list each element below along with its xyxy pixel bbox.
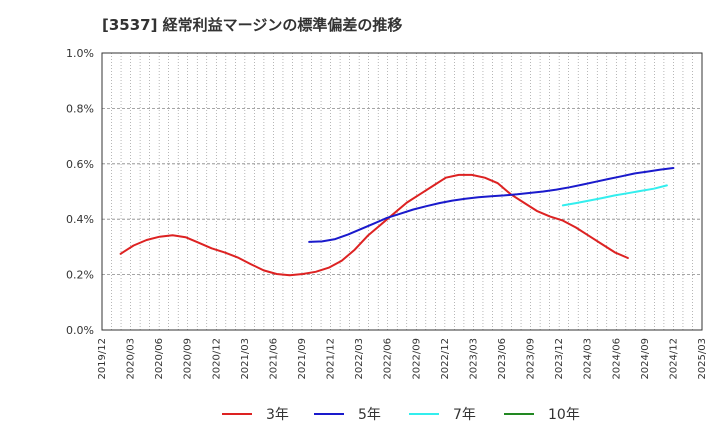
x-tick-label: 2020/09: [183, 338, 194, 380]
x-tick-label: 2022/09: [411, 338, 422, 380]
x-tick-label: 2022/03: [354, 338, 365, 380]
x-tick-label: 2021/12: [326, 338, 337, 380]
legend-label: 5年: [358, 407, 381, 423]
x-tick-label: 2024/03: [583, 338, 594, 380]
x-tick-label: 2021/03: [240, 338, 251, 380]
plot-frame: [101, 52, 703, 331]
x-tick-label: 2020/06: [154, 338, 165, 380]
y-tick-label: 1.0%: [66, 47, 94, 60]
series-line-5年: [308, 167, 675, 243]
x-tick-label: 2020/03: [126, 338, 137, 380]
y-axis: 0.0% 0.2% 0.4% 0.6% 0.8% 1.0%: [66, 47, 94, 337]
x-tick-label: 2023/12: [554, 338, 565, 380]
series-line-3年: [119, 173, 629, 277]
grid-lines: [102, 53, 702, 330]
x-tick-label: 2021/06: [268, 338, 279, 380]
series-line-7年: [561, 184, 668, 207]
x-tick-label: 2020/12: [211, 338, 222, 380]
y-tick-label: 0.4%: [66, 213, 94, 226]
x-tick-label: 2024/09: [640, 338, 651, 380]
chart-title: [3537] 経常利益マージンの標準偏差の推移: [102, 16, 403, 34]
x-tick-label: 2019/12: [97, 338, 108, 380]
legend: 3年 5年 7年 10年: [222, 407, 580, 423]
series-lines: [119, 167, 675, 277]
x-tick-label: 2025/03: [697, 338, 708, 380]
x-axis: 2019/12 2020/03 2020/06 2020/09 2020/12 2021/…: [97, 338, 708, 380]
y-tick-label: 0.0%: [66, 324, 94, 337]
y-tick-label: 0.2%: [66, 269, 94, 282]
x-tick-label: 2023/09: [526, 338, 537, 380]
x-tick-label: 2022/12: [440, 338, 451, 380]
legend-label: 10年: [548, 407, 580, 423]
x-tick-label: 2023/03: [468, 338, 479, 380]
y-tick-label: 0.6%: [66, 158, 94, 171]
x-tick-label: 2022/06: [383, 338, 394, 380]
x-tick-label: 2023/06: [497, 338, 508, 380]
y-tick-label: 0.8%: [66, 102, 94, 115]
x-tick-label: 2024/06: [611, 338, 622, 380]
x-tick-label: 2021/09: [297, 338, 308, 380]
legend-label: 7年: [453, 407, 476, 423]
x-tick-label: 2024/12: [668, 338, 679, 380]
legend-label: 3年: [266, 407, 289, 423]
